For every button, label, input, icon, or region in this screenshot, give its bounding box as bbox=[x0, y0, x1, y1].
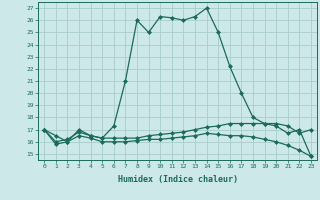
X-axis label: Humidex (Indice chaleur): Humidex (Indice chaleur) bbox=[118, 175, 238, 184]
